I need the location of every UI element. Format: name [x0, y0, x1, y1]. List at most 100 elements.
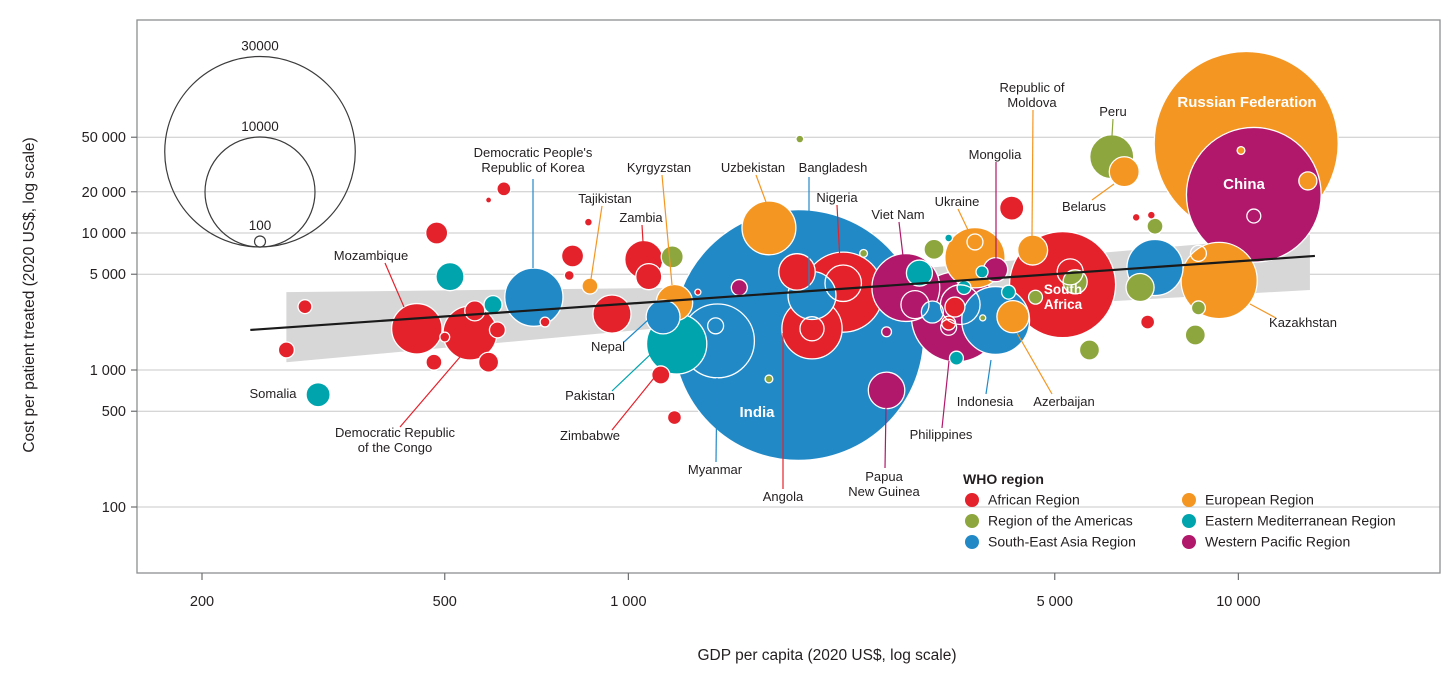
- label-south-africa-inside: Africa: [1044, 297, 1083, 312]
- bubble-china: [1185, 126, 1322, 263]
- x-tick-label: 500: [433, 594, 457, 610]
- label-kyrgyzstan: Kyrgyzstan: [627, 160, 691, 175]
- bubble-papua-new-guinea: [867, 371, 906, 410]
- bubble-afr: [425, 221, 449, 245]
- outline-circle: [966, 233, 984, 251]
- y-tick-label: 50 000: [82, 130, 126, 146]
- bubble-afr: [297, 299, 313, 315]
- bubble-afr: [488, 321, 507, 339]
- leader-myanmar: [715, 377, 718, 463]
- label-nepal: Nepal: [591, 339, 625, 354]
- bubble-emr: [483, 294, 503, 315]
- y-tick-label: 1 000: [90, 363, 126, 379]
- label-kazakhstan: Kazakhstan: [1269, 315, 1337, 330]
- outline-circle: [900, 289, 930, 320]
- bubble-emr: [1000, 284, 1017, 300]
- bubble-afr: [778, 253, 816, 291]
- label-myanmar: Myanmar: [688, 462, 743, 477]
- leader-peru: [1111, 118, 1114, 137]
- legend-dot-amr: [965, 514, 979, 528]
- y-tick-label: 20 000: [82, 185, 126, 201]
- leader-kazakhstan: [1249, 303, 1277, 319]
- label-zimbabwe: Zimbabwe: [560, 428, 620, 443]
- label-somalia: Somalia: [250, 386, 298, 401]
- bubble-amr: [1078, 339, 1101, 361]
- x-axis-title: GDP per capita (2020 US$, log scale): [697, 647, 956, 664]
- leader-belarus: [1091, 183, 1115, 201]
- label-pakistan: Pakistan: [565, 388, 615, 403]
- bubble-afr: [944, 296, 966, 318]
- label-peru: Peru: [1099, 104, 1126, 119]
- bubble-emr: [435, 261, 465, 292]
- outline-circle: [1246, 208, 1262, 224]
- bubble-emr: [975, 265, 989, 279]
- bubble-afr: [583, 217, 593, 227]
- x-tick-label: 1 000: [610, 594, 646, 610]
- label-philippines: Philippines: [910, 427, 973, 442]
- bubble-tajikistan: [581, 277, 599, 295]
- outline-circle: [940, 318, 958, 336]
- label-zambia: Zambia: [619, 210, 663, 225]
- legend-label-sear: South-East Asia Region: [988, 534, 1136, 550]
- leader-dr-congo: [399, 356, 461, 428]
- trend-line: [250, 254, 1315, 332]
- label-russian-federation-inside: Russian Federation: [1177, 94, 1316, 111]
- bubble-amr: [1190, 300, 1207, 316]
- x-tick-label: 5 000: [1037, 594, 1073, 610]
- x-tick-label: 10 000: [1216, 594, 1260, 610]
- legend-label-eur: European Region: [1205, 492, 1314, 508]
- bubble-afr: [425, 353, 443, 371]
- bubble-afr: [635, 263, 663, 291]
- bubble-afr: [563, 269, 575, 282]
- outline-circle: [706, 317, 725, 335]
- bubble-uzbekistan: [741, 200, 797, 256]
- bubble-amr: [979, 314, 987, 322]
- legend-dot-emr: [1182, 514, 1196, 528]
- outline-circle: [939, 284, 981, 326]
- bubble-sear: [920, 300, 944, 324]
- label-mozambique: Mozambique: [334, 248, 408, 263]
- leader-moldova: [1031, 109, 1034, 237]
- label-ukraine: Ukraine: [935, 194, 980, 209]
- label-mongolia: Mongolia: [969, 147, 1023, 162]
- legend-dot-afr: [965, 493, 979, 507]
- label-belarus: Belarus: [1062, 199, 1107, 214]
- legend-label-amr: Region of the Americas: [988, 513, 1133, 529]
- size-legend-circle-100: [253, 235, 267, 248]
- legend-label-emr: Eastern Mediterranean Region: [1205, 513, 1396, 529]
- bubble-somalia: [305, 382, 331, 408]
- bubble-afr: [1146, 210, 1156, 220]
- bubble-wpr: [880, 326, 893, 338]
- plot-frame: [136, 19, 1441, 574]
- bubble-amr: [764, 374, 774, 384]
- outline-circle: [799, 316, 825, 342]
- label-moldova: Republic of: [999, 80, 1064, 95]
- leader-zambia: [641, 224, 644, 243]
- bubble-afr: [1140, 314, 1156, 330]
- bubble-afr: [464, 300, 486, 322]
- bubble-eur: [1298, 171, 1318, 191]
- bubble-afr: [694, 288, 702, 296]
- bubble-republic-of-moldova: [1017, 234, 1049, 266]
- label-dr-congo: of the Congo: [358, 440, 432, 455]
- leader-viet-nam: [898, 221, 904, 257]
- leader-mozambique: [384, 262, 405, 308]
- y-axis-title: Cost per patient treated (2020 US$, log …: [21, 137, 38, 452]
- bubble-azerbaijan: [996, 299, 1030, 334]
- region-legend-title: WHO region: [963, 471, 1044, 487]
- leader-kyrgyzstan: [661, 174, 673, 286]
- bubble-emr: [956, 279, 972, 296]
- label-viet-nam: Viet Nam: [871, 207, 924, 222]
- bubble-amr: [1184, 324, 1206, 346]
- bubble-emr: [944, 233, 954, 243]
- label-angola: Angola: [763, 489, 804, 504]
- label-moldova: Moldova: [1007, 95, 1057, 110]
- leader-zimbabwe: [611, 377, 655, 431]
- legend-dot-sear: [965, 535, 979, 549]
- label-dpr-korea: Democratic People's: [474, 145, 593, 160]
- label-dpr-korea: Republic of Korea: [481, 160, 585, 175]
- bubble-amr: [1062, 269, 1088, 295]
- bubble-amr: [1027, 289, 1044, 305]
- bubble-afr: [484, 196, 493, 204]
